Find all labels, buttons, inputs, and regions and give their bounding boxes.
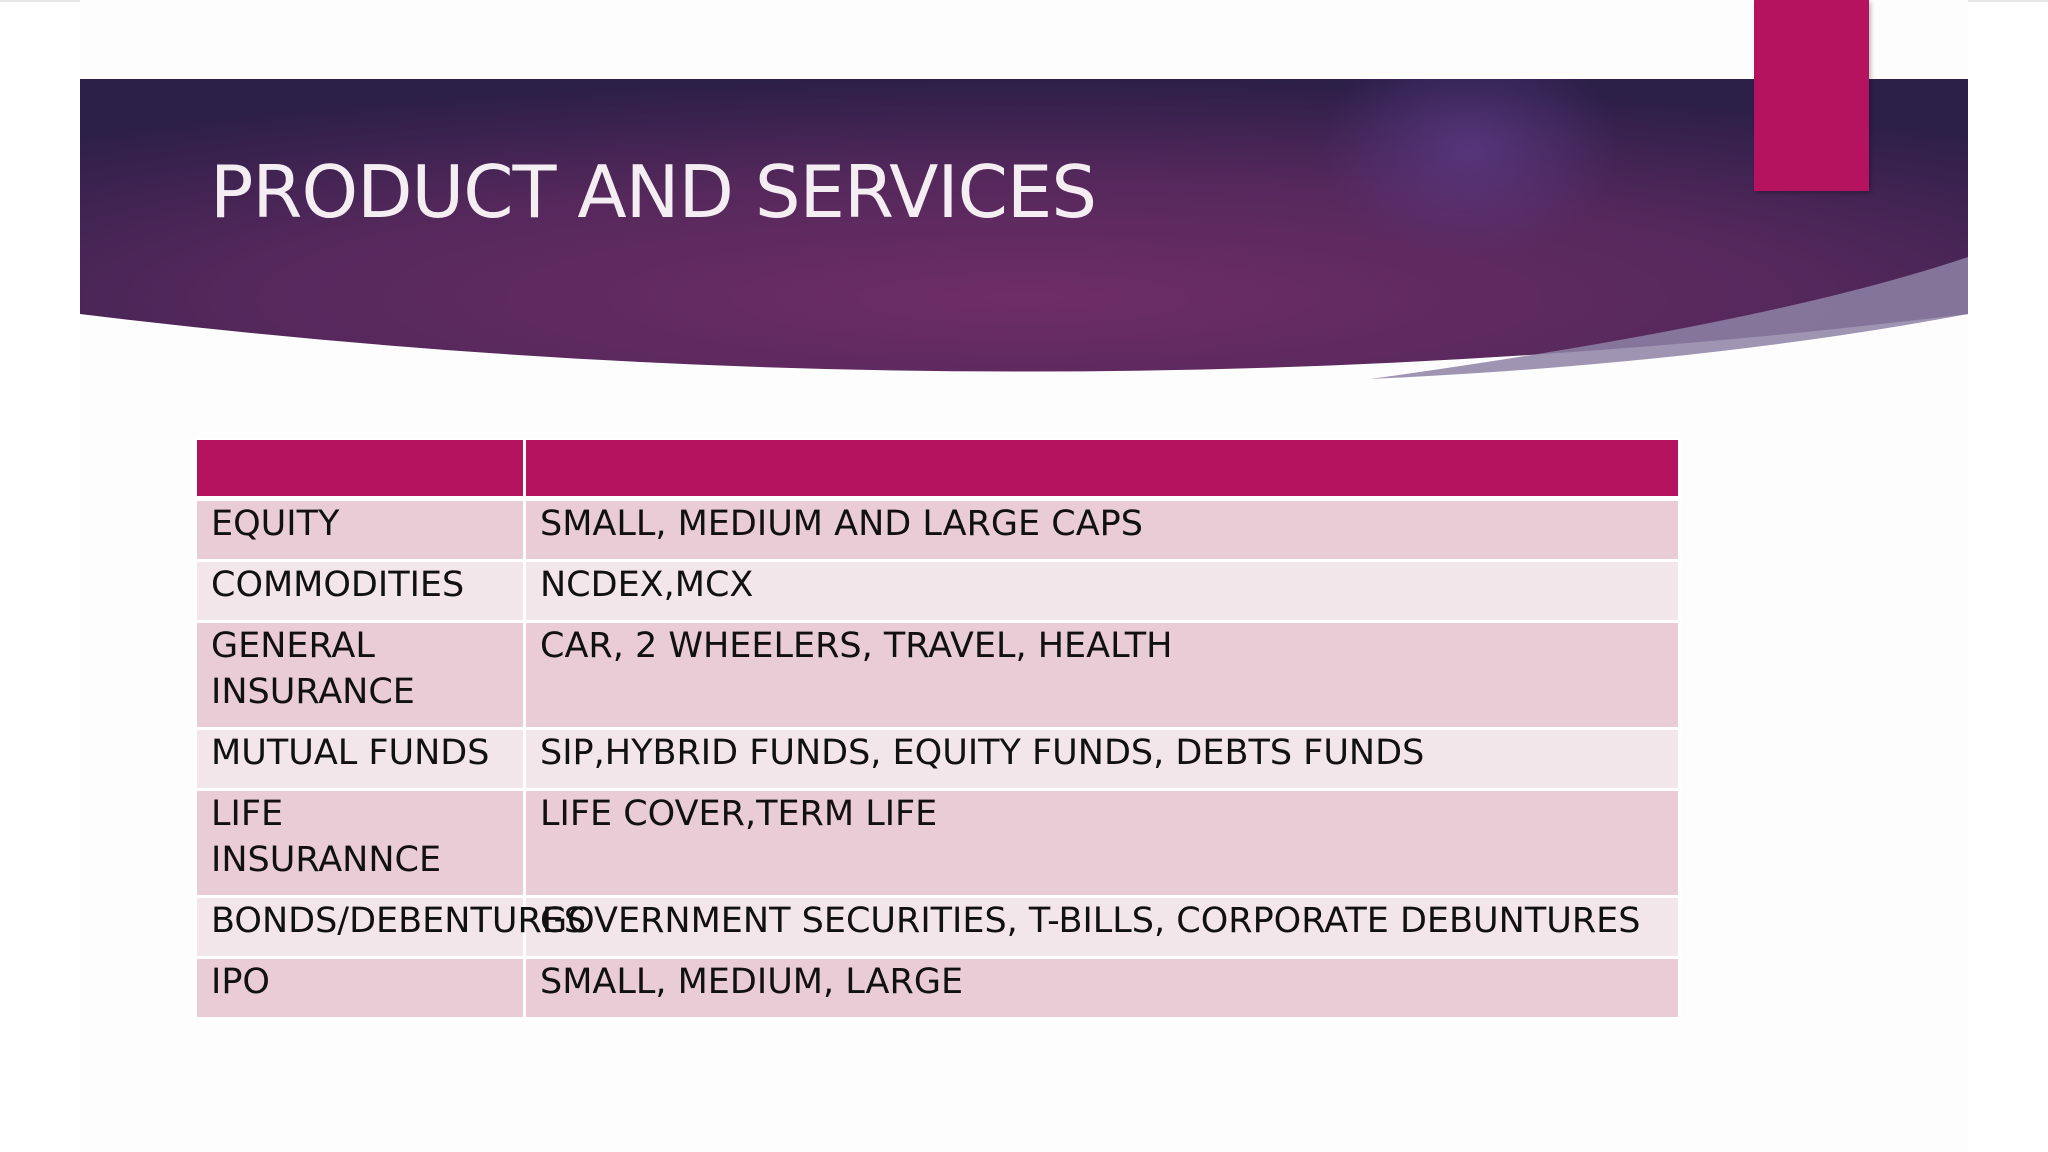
table-row: EQUITY SMALL, MEDIUM AND LARGE CAPS <box>194 497 1681 562</box>
accent-tab <box>1754 0 1869 191</box>
table-row: LIFE INSURANNCE LIFE COVER,TERM LIFE <box>194 788 1681 898</box>
details-cell: LIFE COVER,TERM LIFE <box>523 788 1681 898</box>
details-cell: CAR, 2 WHEELERS, TRAVEL, HEALTH <box>523 620 1681 730</box>
category-cell: COMMODITIES <box>194 559 526 623</box>
table-row: MUTUAL FUNDS SIP,HYBRID FUNDS, EQUITY FU… <box>194 727 1681 791</box>
table-header-cell <box>523 437 1681 501</box>
table-header-row <box>194 437 1681 501</box>
details-cell: GOVERNMENT SECURITIES, T-BILLS, CORPORAT… <box>523 895 1681 959</box>
category-cell: IPO <box>194 956 526 1020</box>
table-row: COMMODITIES NCDEX,MCX <box>194 559 1681 623</box>
table-row: BONDS/DEBENTURES GOVERNMENT SECURITIES, … <box>194 895 1681 959</box>
details-cell: NCDEX,MCX <box>523 559 1681 623</box>
table-row: GENERAL INSURANCE CAR, 2 WHEELERS, TRAVE… <box>194 620 1681 730</box>
products-table: EQUITY SMALL, MEDIUM AND LARGE CAPS COMM… <box>194 437 1681 1020</box>
category-cell: BONDS/DEBENTURES <box>194 895 586 959</box>
category-cell: GENERAL INSURANCE <box>194 620 526 730</box>
category-cell: LIFE INSURANNCE <box>194 788 526 898</box>
details-cell: SMALL, MEDIUM, LARGE <box>523 956 1681 1020</box>
category-cell: EQUITY <box>194 497 526 562</box>
category-cell: MUTUAL FUNDS <box>194 727 526 791</box>
slide-title: PRODUCT AND SERVICES <box>210 150 1097 234</box>
table-row: IPO SMALL, MEDIUM, LARGE <box>194 956 1681 1020</box>
table-header-cell <box>194 437 526 501</box>
details-cell: SMALL, MEDIUM AND LARGE CAPS <box>523 497 1681 562</box>
title-banner <box>80 79 1968 384</box>
details-cell: SIP,HYBRID FUNDS, EQUITY FUNDS, DEBTS FU… <box>523 727 1681 791</box>
